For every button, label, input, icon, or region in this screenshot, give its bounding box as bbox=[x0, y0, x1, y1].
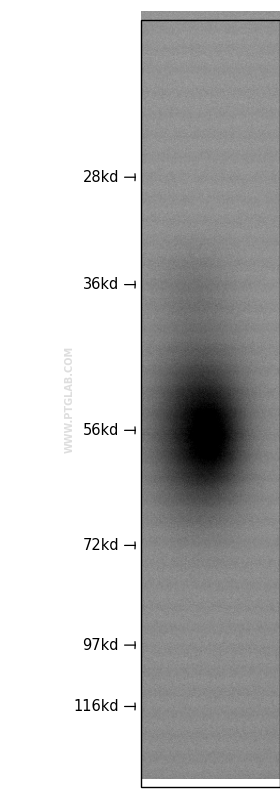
Text: WWW.PTGLAB.COM: WWW.PTGLAB.COM bbox=[65, 346, 75, 453]
Text: 28kd: 28kd bbox=[83, 169, 119, 185]
Text: 97kd: 97kd bbox=[83, 638, 119, 653]
Text: 116kd: 116kd bbox=[73, 699, 119, 714]
Text: 36kd: 36kd bbox=[83, 277, 119, 292]
Text: 72kd: 72kd bbox=[82, 538, 119, 553]
Text: 56kd: 56kd bbox=[83, 423, 119, 438]
